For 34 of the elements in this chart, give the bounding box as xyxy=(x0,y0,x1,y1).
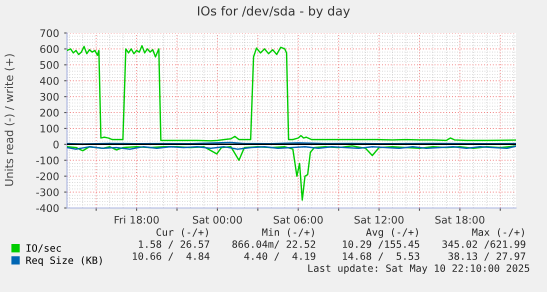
y-tick-label: 400 xyxy=(40,76,59,85)
y-tick-label: -100 xyxy=(36,156,59,164)
text: 866.04m/ 22.52 xyxy=(232,240,316,249)
text: 1.58 / 26.57 xyxy=(138,240,210,249)
y-tick-label: 100 xyxy=(40,124,59,133)
y-tick-label: 200 xyxy=(40,108,59,117)
y-tick-label: 0 xyxy=(53,140,59,148)
x-tick-label: Sat 12:00 xyxy=(354,216,404,224)
x-tick-label: Sat 06:00 xyxy=(274,216,323,224)
text: Cur (-/+) xyxy=(156,228,208,238)
x-tick-label: Sat 00:00 xyxy=(192,216,242,224)
y-tick-label: -400 xyxy=(36,204,59,212)
x-tick-label: Sat 18:00 xyxy=(435,216,484,224)
text: 38.13 / 27.97 xyxy=(448,252,526,261)
y-tick-label: -200 xyxy=(36,172,59,180)
text: 4.40 / 4.19 xyxy=(244,252,316,261)
y-tick-label: -300 xyxy=(36,188,59,196)
text: 10.66 / 4.84 xyxy=(132,252,210,261)
y-tick-label: 500 xyxy=(40,61,59,69)
legend-label: Req Size (KB) xyxy=(26,256,102,266)
text: Last update: Sat May 10 22:10:00 2025 xyxy=(308,264,530,274)
y-tick-label: 600 xyxy=(40,45,59,54)
text: 14.68 / 5.53 xyxy=(342,252,420,261)
legend-label: IO/sec xyxy=(26,244,61,253)
chart-title: IOs for /dev/sda - by day xyxy=(198,6,350,18)
x-tick-label: Fri 18:00 xyxy=(114,216,159,224)
text: 345.02 /621.99 xyxy=(442,240,526,249)
y-axis-title: Units read (-) / write (+) xyxy=(4,54,15,186)
y-tick-label: 300 xyxy=(40,92,59,101)
text: Avg (-/+) xyxy=(366,228,418,238)
text: 10.29 /155.45 xyxy=(342,240,420,249)
text: Max (-/+) xyxy=(472,228,524,238)
text: Min (-/+) xyxy=(262,228,314,238)
y-tick-label: 700 xyxy=(40,29,59,38)
